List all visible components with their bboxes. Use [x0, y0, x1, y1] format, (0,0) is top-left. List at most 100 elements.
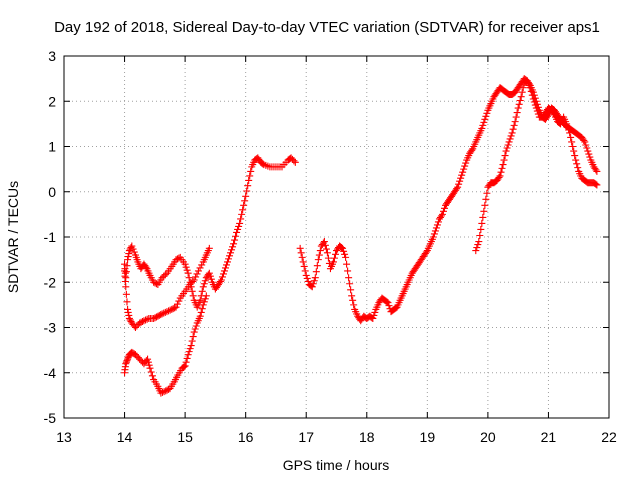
data-point: [235, 222, 243, 230]
data-point: [504, 141, 512, 149]
data-point: [163, 308, 171, 316]
data-point: [314, 256, 322, 264]
data-point: [440, 204, 448, 212]
x-tick-labels: 13 14 15 16 17 18 19 20 21 22: [56, 429, 617, 445]
data-point: [233, 228, 241, 236]
x-tick-label: 17: [298, 429, 314, 445]
data-point: [459, 168, 467, 176]
data-point: [184, 269, 192, 277]
data-point: [573, 160, 581, 168]
data-point: [238, 210, 246, 218]
data-point: [175, 254, 183, 262]
data-point: [189, 333, 197, 341]
y-tick-label: 2: [48, 93, 56, 109]
data-point: [568, 138, 576, 146]
data-point: [244, 182, 252, 190]
data-point: [480, 118, 488, 126]
data-point: [198, 305, 206, 313]
data-point: [224, 258, 231, 266]
data-point: [315, 251, 323, 259]
data-point: [350, 301, 358, 309]
data-point: [192, 322, 200, 330]
data-point: [198, 287, 206, 295]
data-point: [225, 255, 233, 263]
data-point: [468, 146, 476, 154]
data-point: [173, 300, 181, 308]
data-point: [532, 104, 540, 112]
data-point: [143, 315, 151, 323]
data-point: [232, 232, 240, 240]
data-point: [581, 138, 589, 146]
data-point: [198, 261, 206, 269]
data-point: [341, 250, 349, 258]
data-point: [297, 249, 305, 257]
data-point: [344, 267, 352, 275]
data-point: [142, 263, 150, 271]
data-point: [158, 274, 166, 282]
data-point: [145, 361, 153, 369]
x-tick-label: 14: [117, 429, 133, 445]
data-point: [422, 248, 430, 256]
data-point: [201, 277, 209, 285]
data-point: [342, 253, 350, 261]
data-point: [497, 168, 505, 176]
data-point: [481, 201, 489, 209]
data-point: [161, 271, 169, 279]
data-point: [503, 144, 511, 152]
data-point: [531, 101, 539, 109]
data-point: [125, 311, 133, 319]
data-point: [159, 388, 167, 396]
data-point: [343, 260, 351, 268]
data-point: [507, 132, 515, 140]
data-point: [512, 113, 520, 121]
data-point: [340, 247, 348, 255]
data-point: [593, 181, 601, 189]
data-point: [572, 156, 580, 164]
data-point: [183, 266, 191, 274]
data-point: [125, 247, 133, 255]
data-point: [508, 129, 516, 137]
data-point: [369, 314, 377, 322]
data-point: [147, 368, 155, 376]
data-point: [460, 165, 468, 173]
data-point: [157, 389, 165, 397]
data-point: [216, 277, 224, 285]
data-point: [299, 258, 307, 266]
data-point: [384, 299, 392, 307]
data-point: [437, 212, 445, 220]
data-point: [480, 207, 488, 215]
data-point: [461, 162, 469, 170]
data-point: [160, 272, 168, 280]
data-point: [563, 120, 571, 128]
chart-title: Day 192 of 2018, Sidereal Day-to-day VTE…: [54, 19, 600, 36]
data-point: [478, 219, 486, 227]
x-tick-label: 21: [541, 429, 557, 445]
data-point: [140, 317, 148, 325]
data-point: [496, 172, 504, 180]
data-point: [586, 153, 594, 161]
data-point: [516, 96, 524, 104]
x-tick-label: 15: [177, 429, 193, 445]
data-point: [230, 240, 238, 248]
data-point: [348, 292, 356, 300]
data-point: [290, 157, 298, 165]
data-point: [201, 295, 209, 303]
data-point: [528, 91, 536, 99]
data-point: [194, 267, 202, 275]
data-point: [456, 177, 464, 185]
data-point: [200, 298, 208, 306]
y-tick-label: -5: [44, 410, 57, 426]
data-point: [196, 264, 204, 272]
data-point: [301, 267, 309, 275]
data-point: [329, 258, 337, 266]
data-point: [237, 215, 245, 223]
data-point: [479, 121, 487, 129]
data-point: [570, 147, 578, 155]
data-point: [202, 292, 210, 300]
data-point: [196, 312, 204, 320]
data-point: [142, 316, 150, 324]
y-tick-label: -3: [44, 320, 57, 336]
data-point: [310, 277, 318, 285]
data-point: [567, 133, 575, 141]
data-point: [316, 247, 324, 255]
